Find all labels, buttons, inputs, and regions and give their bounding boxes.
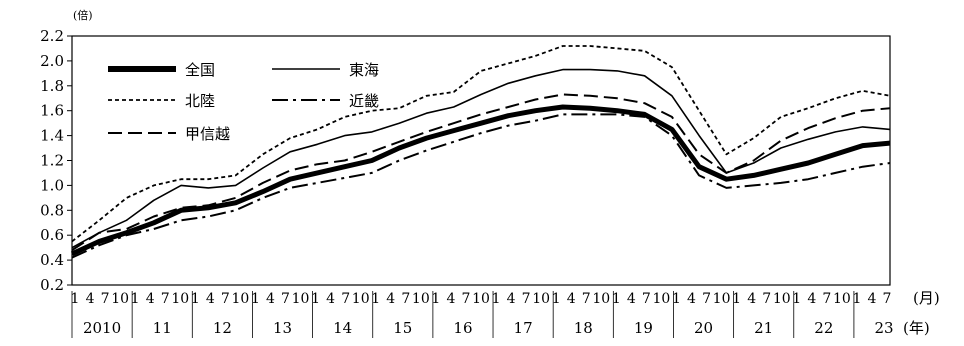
legend-label-zenkoku: 全国 — [185, 61, 215, 79]
x-year-label: 12 — [213, 319, 232, 337]
x-month-label: 4 — [687, 291, 696, 307]
x-month-label: 4 — [747, 291, 756, 307]
x-month-label: 7 — [642, 291, 651, 307]
y-tick-label: 0.6 — [40, 226, 64, 244]
x-month-label: 7 — [341, 291, 350, 307]
x-month-label: 1 — [672, 291, 681, 307]
y-tick-label: 2.0 — [40, 52, 64, 70]
y-tick-label: 1.2 — [40, 152, 64, 170]
y-tick-label: 1.6 — [40, 102, 64, 120]
x-month-label: 7 — [702, 291, 711, 307]
x-month-label: 7 — [822, 291, 831, 307]
x-year-label: 23 — [874, 319, 893, 337]
x-year-label: 11 — [153, 319, 172, 337]
series-line-hokuriku — [71, 45, 891, 243]
x-month-label: 7 — [883, 291, 892, 307]
x-month-label: 1 — [792, 291, 801, 307]
x-month-label: 10 — [231, 291, 249, 307]
x-month-label: 4 — [627, 291, 636, 307]
x-month-label: 10 — [833, 291, 851, 307]
x-year-label: 20 — [694, 319, 713, 337]
x-month-label: 1 — [552, 291, 561, 307]
x-month-label: 7 — [281, 291, 290, 307]
x-month-label: 10 — [773, 291, 791, 307]
x-month-label: 10 — [653, 291, 671, 307]
x-year-label: 15 — [393, 319, 412, 337]
x-month-label: 1 — [311, 291, 320, 307]
x-month-label: 7 — [522, 291, 531, 307]
x-month-label: 1 — [852, 291, 861, 307]
x-month-label: 10 — [352, 291, 370, 307]
x-month-label: 10 — [171, 291, 189, 307]
series-line-tokai — [71, 68, 891, 249]
x-month-label: 1 — [131, 291, 140, 307]
x-month-label: 7 — [221, 291, 230, 307]
x-month-label: 1 — [71, 291, 80, 307]
y-tick-label: 0.4 — [40, 251, 64, 269]
x-month-label: 10 — [292, 291, 310, 307]
y-tick-label: 2.2 — [40, 27, 64, 45]
x-month-label: 10 — [713, 291, 731, 307]
year-unit-label: (年) — [903, 319, 930, 337]
series-line-kinki — [71, 113, 891, 259]
x-year-label: 22 — [814, 319, 833, 337]
x-year-label: 17 — [514, 319, 533, 337]
x-month-label: 7 — [101, 291, 110, 307]
x-month-label: 7 — [161, 291, 170, 307]
x-month-label: 4 — [146, 291, 155, 307]
x-month-label: 1 — [612, 291, 621, 307]
x-month-label: 7 — [461, 291, 470, 307]
x-month-label: 4 — [867, 291, 876, 307]
x-month-label: 7 — [401, 291, 410, 307]
y-tick-label: 0.2 — [40, 276, 64, 294]
x-month-label: 1 — [251, 291, 260, 307]
x-month-label: 10 — [532, 291, 550, 307]
legend: 全国 東海 北陸 近畿 甲信越 — [108, 61, 379, 143]
legend-label-tokai: 東海 — [349, 61, 379, 79]
x-year-label: 2010 — [83, 319, 121, 337]
x-month-label: 4 — [326, 291, 335, 307]
y-tick-label: 0.8 — [40, 201, 64, 219]
series-line-zenkoku — [70, 104, 891, 257]
x-month-label: 4 — [266, 291, 275, 307]
y-unit-label: (倍) — [73, 8, 93, 22]
legend-label-koshinetsu: 甲信越 — [185, 125, 230, 143]
x-year-label: 16 — [453, 319, 472, 337]
x-month-label: 7 — [762, 291, 771, 307]
legend-label-hokuriku: 北陸 — [185, 92, 215, 110]
x-year-label: 14 — [333, 319, 352, 337]
x-month-label: 10 — [592, 291, 610, 307]
x-year-label: 19 — [634, 319, 653, 337]
y-tick-label: 1.8 — [40, 77, 64, 95]
x-month-label: 1 — [732, 291, 741, 307]
y-tick-label: 1.0 — [40, 176, 64, 194]
x-month-label: 4 — [206, 291, 215, 307]
x-month-label: 1 — [371, 291, 380, 307]
x-month-label: 4 — [446, 291, 455, 307]
y-tick-label: 1.4 — [40, 127, 64, 145]
x-month-label: 4 — [807, 291, 816, 307]
x-year-label: 13 — [273, 319, 292, 337]
x-month-label: 10 — [412, 291, 430, 307]
month-unit-label: (月) — [913, 289, 940, 307]
x-month-label: 4 — [386, 291, 395, 307]
x-year-label: 21 — [754, 319, 773, 337]
x-month-label: 1 — [492, 291, 501, 307]
x-month-label: 1 — [431, 291, 440, 307]
x-month-label: 7 — [582, 291, 591, 307]
x-month-label: 1 — [191, 291, 200, 307]
legend-label-kinki: 近畿 — [349, 92, 379, 110]
x-month-label: 4 — [507, 291, 516, 307]
x-month-label: 4 — [567, 291, 576, 307]
x-month-label: 10 — [472, 291, 490, 307]
x-month-label: 10 — [111, 291, 129, 307]
x-year-label: 18 — [574, 319, 593, 337]
x-month-label: 4 — [86, 291, 95, 307]
